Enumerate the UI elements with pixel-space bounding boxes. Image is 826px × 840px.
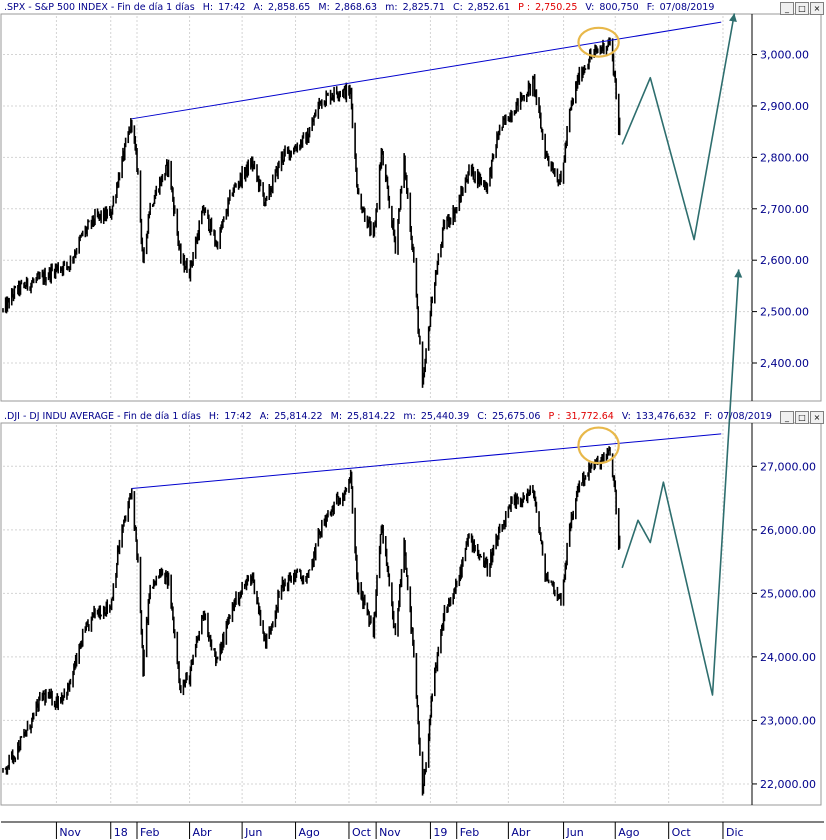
dji-min-value: 25,440.39 <box>420 411 470 422</box>
spx-projection-arrowhead <box>729 13 737 23</box>
x-tick-label: Abr <box>193 826 213 839</box>
spx-window-controls: _ □ × <box>780 2 824 16</box>
spx-min-value: 2,825.71 <box>402 2 445 13</box>
x-tick-label: 19 <box>433 826 447 839</box>
spx-header: .SPX - S&P 500 INDEX - Fin de día 1 días… <box>4 1 719 15</box>
x-tick-label: Feb <box>140 826 159 839</box>
spx-y-tick-label: 2,600.00 <box>760 254 809 267</box>
x-tick-label: Ago <box>299 826 321 839</box>
spx-h-value: 17:42 <box>218 2 246 13</box>
x-tick-label: Nov <box>379 826 401 839</box>
x-tick-label: Dic <box>726 826 744 839</box>
spx-a-label: A: <box>253 2 264 13</box>
x-tick-label: Jun <box>566 826 584 839</box>
dji-y-tick-label: 22,000.00 <box>760 778 816 791</box>
spx-symbol: .SPX - S&P 500 INDEX - Fin de día 1 días <box>4 2 195 13</box>
x-tick-label: 18 <box>114 826 128 839</box>
x-tick-label: Jun <box>244 826 262 839</box>
spx-projection-path <box>621 13 736 241</box>
spx-minimize-button[interactable]: _ <box>780 2 794 15</box>
dji-y-tick-label: 27,000.00 <box>760 460 816 473</box>
spx-v-value: 800,750 <box>599 2 639 13</box>
dji-m-value: 25,814.22 <box>347 411 396 422</box>
dji-c-value: 25,675.06 <box>492 411 541 422</box>
spx-m-value: 2,868.63 <box>334 2 378 13</box>
spx-y-tick-label: 2,700.00 <box>760 203 809 216</box>
dji-header: .DJI - DJ INDU AVERAGE - Fin de día 1 dí… <box>4 410 777 424</box>
dji-h-label: H: <box>208 411 220 422</box>
dji-trendline <box>131 433 722 490</box>
dji-close-button[interactable]: × <box>810 411 824 424</box>
spx-p-label: P : <box>518 2 531 13</box>
dji-min-label: m: <box>403 411 416 422</box>
spx-min-label: m: <box>385 2 398 13</box>
spx-restore-button[interactable]: □ <box>795 2 809 15</box>
spx-y-tick-label: 2,500.00 <box>760 306 809 319</box>
dji-y-tick-label: 23,000.00 <box>760 714 816 727</box>
dji-symbol: .DJI - DJ INDU AVERAGE - Fin de día 1 dí… <box>4 411 201 422</box>
spx-close-button[interactable]: × <box>810 2 824 15</box>
dji-projection-arrowhead <box>734 269 743 278</box>
spx-p-value: 2,750.25 <box>535 2 578 13</box>
x-tick-label: Oct <box>352 826 372 839</box>
dji-p-value: 31,772.64 <box>565 411 614 422</box>
dji-v-value: 133,476,632 <box>635 411 697 422</box>
spx-c-value: 2,852.61 <box>467 2 511 13</box>
dji-y-tick-label: 25,000.00 <box>760 587 816 600</box>
x-tick-label: Ago <box>618 826 640 839</box>
dji-panel-frame <box>0 422 822 806</box>
dji-h-value: 17:42 <box>224 411 252 422</box>
spx-y-tick-label: 3,000.00 <box>760 49 809 62</box>
dji-y-tick-label: 24,000.00 <box>760 651 816 664</box>
spx-f-label: F: <box>646 2 655 13</box>
spx-v-label: V: <box>585 2 595 13</box>
x-tick-label: Oct <box>672 826 692 839</box>
dji-restore-button[interactable]: □ <box>795 411 809 424</box>
spx-y-tick-label: 2,800.00 <box>760 151 809 164</box>
spx-y-tick-label: 2,400.00 <box>760 357 809 370</box>
dji-m-label: M: <box>330 411 343 422</box>
dji-a-value: 25,814.22 <box>274 411 323 422</box>
x-tick-label: Abr <box>511 826 531 839</box>
spx-f-value: 07/08/2019 <box>659 2 715 13</box>
spx-y-tick-label: 2,900.00 <box>760 100 809 113</box>
spx-c-label: C: <box>452 2 463 13</box>
spx-a-value: 2,858.65 <box>268 2 311 13</box>
dji-y-tick-label: 26,000.00 <box>760 524 816 537</box>
dji-a-label: A: <box>259 411 270 422</box>
dji-v-label: V: <box>621 411 631 422</box>
dji-f-label: F: <box>704 411 713 422</box>
dji-window-controls: _ □ × <box>780 411 824 425</box>
dji-f-value: 07/08/2019 <box>717 411 772 422</box>
spx-trendline <box>131 21 722 120</box>
dji-highlight-ellipse <box>577 426 620 465</box>
spx-m-label: M: <box>318 2 330 13</box>
dji-minimize-button[interactable]: _ <box>780 411 794 424</box>
spx-highlight-ellipse <box>577 26 620 58</box>
dji-c-label: C: <box>477 411 488 422</box>
x-tick-label: Feb <box>460 826 479 839</box>
spx-h-label: H: <box>202 2 214 13</box>
x-tick-label: Nov <box>59 826 81 839</box>
dji-p-label: P : <box>548 411 561 422</box>
dji-projection-path <box>621 269 740 696</box>
spx-panel-frame <box>0 13 822 402</box>
